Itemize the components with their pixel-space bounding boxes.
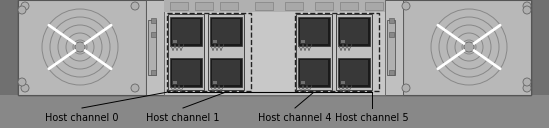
Bar bbox=[285, 2, 303, 10]
Bar bbox=[213, 81, 217, 84]
Bar bbox=[173, 40, 177, 43]
Bar bbox=[300, 60, 328, 85]
Bar bbox=[387, 20, 395, 75]
Circle shape bbox=[18, 6, 26, 14]
Bar bbox=[340, 19, 368, 44]
Bar bbox=[531, 0, 549, 95]
Circle shape bbox=[75, 42, 85, 52]
Bar bbox=[148, 20, 156, 75]
Bar bbox=[213, 40, 217, 43]
Bar bbox=[195, 2, 213, 10]
Bar bbox=[146, 0, 164, 95]
Bar bbox=[341, 40, 345, 43]
Bar bbox=[315, 2, 333, 10]
Circle shape bbox=[402, 84, 410, 92]
Circle shape bbox=[21, 84, 29, 92]
Bar bbox=[210, 58, 242, 87]
Bar bbox=[389, 70, 394, 75]
Circle shape bbox=[402, 2, 410, 10]
Bar bbox=[301, 40, 305, 43]
Bar bbox=[298, 58, 330, 87]
Bar bbox=[172, 60, 200, 85]
Bar bbox=[172, 19, 200, 44]
Bar bbox=[296, 14, 332, 90]
Bar bbox=[338, 58, 370, 87]
Bar bbox=[164, 0, 385, 12]
Circle shape bbox=[21, 2, 29, 10]
Bar bbox=[18, 0, 531, 95]
Text: Host channel 1: Host channel 1 bbox=[146, 113, 220, 123]
Bar bbox=[170, 58, 202, 87]
Bar bbox=[151, 32, 156, 37]
Bar bbox=[300, 19, 328, 44]
Bar bbox=[212, 19, 240, 44]
Bar bbox=[151, 18, 156, 23]
Bar bbox=[365, 2, 383, 10]
Bar bbox=[340, 60, 368, 85]
Circle shape bbox=[464, 42, 474, 52]
Circle shape bbox=[523, 84, 531, 92]
Bar bbox=[18, 0, 146, 95]
Bar bbox=[336, 14, 372, 90]
Circle shape bbox=[18, 78, 26, 86]
Bar bbox=[220, 2, 238, 10]
Circle shape bbox=[131, 2, 139, 10]
Bar bbox=[210, 17, 242, 46]
Bar bbox=[168, 14, 204, 90]
Bar bbox=[340, 2, 358, 10]
Bar bbox=[385, 0, 403, 95]
Circle shape bbox=[523, 78, 531, 86]
Circle shape bbox=[131, 84, 139, 92]
Bar bbox=[341, 81, 345, 84]
Bar bbox=[389, 18, 394, 23]
Bar bbox=[170, 17, 202, 46]
Circle shape bbox=[523, 6, 531, 14]
Bar bbox=[389, 32, 394, 37]
Bar bbox=[167, 13, 251, 91]
Circle shape bbox=[523, 2, 531, 10]
Bar bbox=[338, 17, 370, 46]
Bar bbox=[151, 70, 156, 75]
Text: Host channel 0: Host channel 0 bbox=[45, 113, 119, 123]
Bar bbox=[255, 2, 273, 10]
Bar bbox=[164, 0, 385, 95]
Bar bbox=[208, 14, 244, 90]
Text: Host channel 4: Host channel 4 bbox=[258, 113, 332, 123]
Bar bbox=[173, 81, 177, 84]
Text: Host channel 5: Host channel 5 bbox=[335, 113, 409, 123]
Bar bbox=[301, 81, 305, 84]
Bar bbox=[295, 13, 379, 91]
Bar bbox=[170, 2, 188, 10]
Bar bbox=[0, 0, 18, 95]
Bar bbox=[403, 0, 531, 95]
Bar bbox=[212, 60, 240, 85]
Bar bbox=[298, 17, 330, 46]
